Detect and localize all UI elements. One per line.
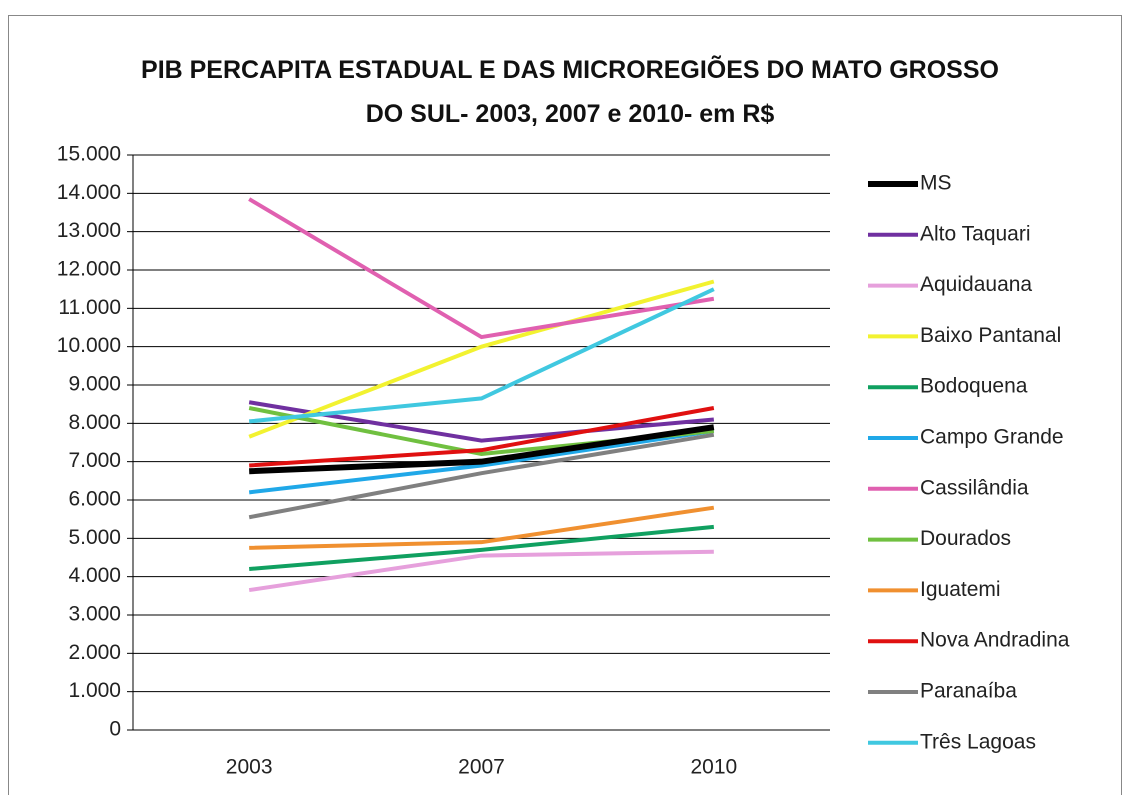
legend-label: Aquidauana — [920, 273, 1032, 296]
legend-label: Bodoquena — [920, 375, 1028, 398]
legend-label: Dourados — [920, 527, 1011, 550]
y-tick-label: 7.000 — [68, 449, 121, 472]
y-tick-label: 5.000 — [68, 526, 121, 549]
series-line — [248, 432, 715, 520]
y-tick-label: 0 — [109, 718, 121, 741]
legend-label: Campo Grande — [920, 426, 1064, 449]
legend-label: Paranaíba — [920, 680, 1017, 703]
y-tick-label: 10.000 — [57, 334, 121, 357]
series-line — [248, 429, 715, 495]
series-line — [248, 279, 715, 439]
legend-label: Três Lagoas — [920, 730, 1036, 753]
y-tick-label: 14.000 — [57, 181, 121, 204]
series-line — [248, 197, 715, 340]
y-tick-label: 12.000 — [57, 258, 121, 281]
y-tick-label: 2.000 — [68, 641, 121, 664]
legend-label: Iguatemi — [920, 578, 1001, 601]
y-tick-label: 6.000 — [68, 488, 121, 511]
legend-label: Cassilândia — [920, 476, 1029, 499]
series-line — [249, 524, 715, 571]
series-line — [249, 406, 715, 468]
y-tick-label: 11.000 — [58, 296, 121, 319]
y-tick-label: 8.000 — [68, 411, 121, 434]
legend-label: Nova Andradina — [920, 629, 1070, 652]
legend-label: Alto Taquari — [920, 222, 1031, 245]
x-tick-label: 2007 — [458, 756, 505, 779]
chart-title: PIB PERCAPITA ESTADUAL E DAS MICROREGIÕE… — [141, 56, 999, 128]
y-tick-label: 13.000 — [57, 219, 121, 242]
y-tick-label: 1.000 — [68, 679, 121, 702]
legend-label: MS — [920, 172, 952, 195]
series-line — [248, 287, 715, 424]
series-line — [249, 505, 715, 550]
series-line — [248, 549, 714, 593]
y-tick-label: 15.000 — [57, 143, 121, 166]
y-tick-label: 9.000 — [68, 373, 121, 396]
series-line — [249, 424, 715, 475]
y-tick-label: 4.000 — [68, 564, 121, 587]
y-tick-label: 3.000 — [68, 603, 121, 626]
x-tick-label: 2003 — [226, 756, 273, 779]
legend-label: Baixo Pantanal — [920, 324, 1061, 347]
chart-frame — [8, 15, 1122, 795]
x-tick-label: 2010 — [690, 756, 737, 779]
